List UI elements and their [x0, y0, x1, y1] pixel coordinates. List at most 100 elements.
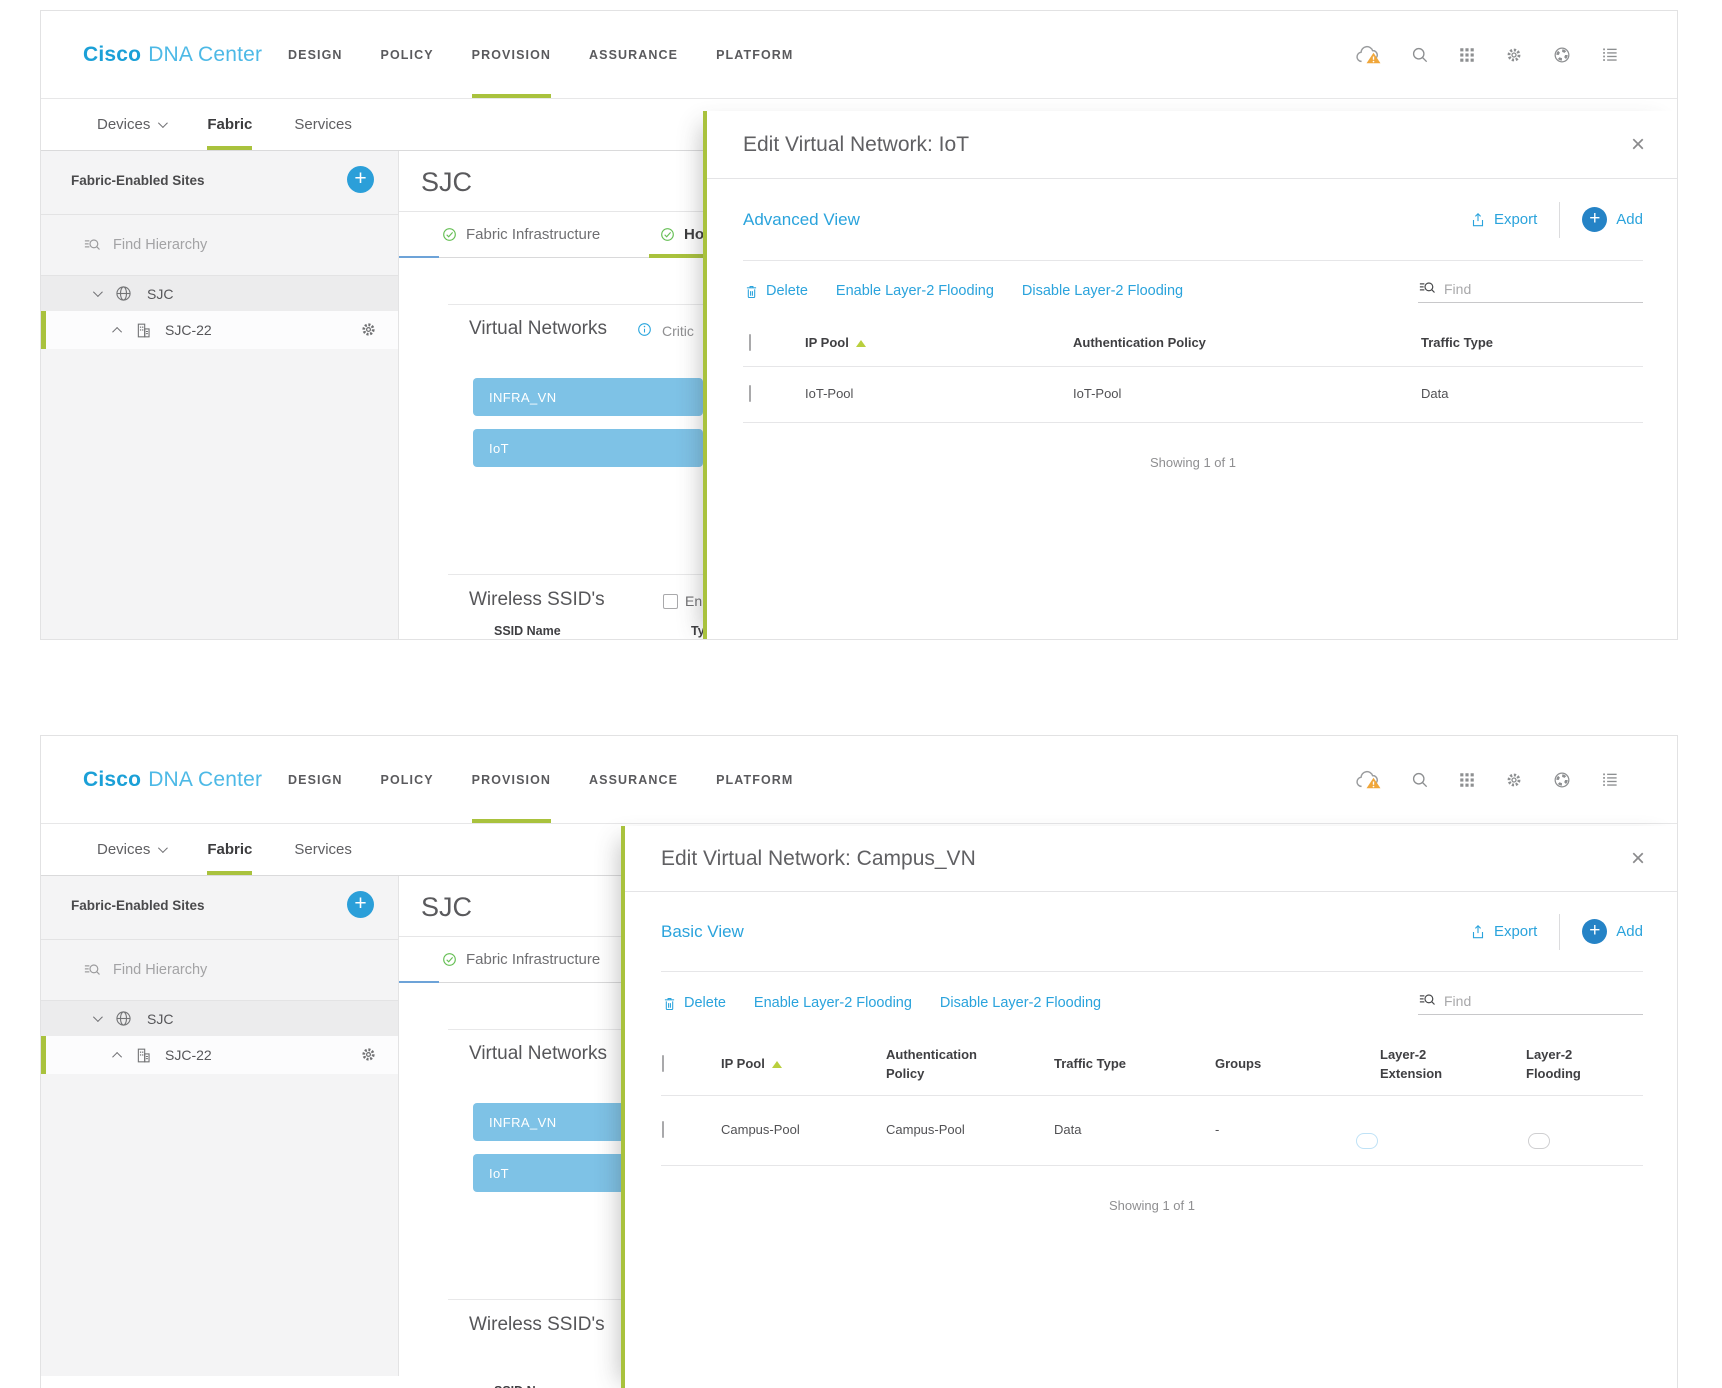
subnav-services[interactable]: Services	[294, 116, 352, 133]
chevron-up-icon[interactable]	[112, 1051, 123, 1062]
add-site-button[interactable]: +	[347, 166, 374, 193]
enable-l2-flooding-button[interactable]: Enable Layer-2 Flooding	[753, 995, 912, 1011]
find-hierarchy-input[interactable]	[113, 237, 333, 253]
app-grid-icon[interactable]	[1458, 771, 1476, 789]
tree-node-sjc-22[interactable]: SJC-22	[41, 311, 398, 349]
gear-icon[interactable]	[1504, 770, 1524, 790]
app-header: Cisco DNA Center DESIGN POLICY PROVISION…	[41, 736, 1677, 824]
close-icon[interactable]: ×	[1630, 844, 1645, 872]
tab-host-onboarding[interactable]: Ho	[659, 211, 704, 257]
site-globe-icon	[116, 286, 131, 301]
nav-design[interactable]: DESIGN	[288, 47, 343, 62]
add-site-button[interactable]: +	[347, 891, 374, 918]
table-header-row: IP Pool Authentication Policy Traffic Ty…	[743, 321, 1643, 367]
add-button[interactable]: + Add	[1582, 207, 1643, 232]
vn-button-infra-vn[interactable]: INFRA_VN	[473, 378, 703, 416]
tab-label: Ho	[684, 225, 704, 243]
row-checkbox[interactable]	[662, 1121, 664, 1139]
tree-node-sjc[interactable]: SJC	[41, 276, 398, 311]
screenshot-bottom: Cisco DNA Center DESIGN POLICY PROVISION…	[40, 735, 1678, 1388]
help-ring-icon[interactable]	[1552, 45, 1572, 65]
nav-assurance[interactable]: ASSURANCE	[589, 772, 679, 787]
subnav-devices[interactable]: Devices	[97, 99, 169, 150]
disable-l2-flooding-button[interactable]: Disable Layer-2 Flooding	[1021, 283, 1184, 299]
chevron-up-icon[interactable]	[112, 326, 123, 337]
col-label: Authentication Policy	[886, 1046, 977, 1081]
trash-icon	[664, 997, 675, 1010]
table-header-row: IP Pool Authentication Policy Traffic Ty…	[661, 1034, 1643, 1096]
hierarchy-search	[41, 940, 398, 1001]
nav-policy[interactable]: POLICY	[380, 772, 434, 787]
nav-assurance[interactable]: ASSURANCE	[589, 47, 679, 62]
nav-policy[interactable]: POLICY	[380, 47, 434, 62]
row-checkbox[interactable]	[749, 385, 751, 403]
disable-l2-flooding-button[interactable]: Disable Layer-2 Flooding	[939, 995, 1102, 1011]
chevron-down-icon[interactable]	[92, 1012, 103, 1023]
col-traffic-type[interactable]: Traffic Type	[1054, 1056, 1127, 1072]
tab-fabric-infrastructure[interactable]: Fabric Infrastructure	[441, 211, 600, 257]
export-button[interactable]: Export	[1469, 923, 1537, 941]
col-ip-pool[interactable]: IP Pool	[721, 1055, 886, 1074]
nav-platform[interactable]: PLATFORM	[716, 47, 794, 62]
brand-cisco: Cisco	[83, 767, 142, 791]
delete-button[interactable]: Delete	[661, 995, 726, 1012]
tab-fabric-infrastructure[interactable]: Fabric Infrastructure	[441, 936, 600, 982]
app-grid-icon[interactable]	[1458, 46, 1476, 64]
col-groups[interactable]: Groups	[1215, 1056, 1262, 1072]
tree-node-sjc[interactable]: SJC	[41, 1001, 398, 1036]
fabric-sites-sidebar: Fabric-Enabled Sites + SJC SJC-22	[41, 151, 399, 639]
export-button[interactable]: Export	[1469, 211, 1537, 229]
advanced-view-link[interactable]: Advanced View	[743, 209, 860, 229]
select-all-checkbox[interactable]	[662, 1055, 664, 1073]
col-auth-policy[interactable]: Authentication Policy	[886, 1046, 1054, 1084]
basic-view-link[interactable]: Basic View	[661, 921, 744, 941]
nav-platform[interactable]: PLATFORM	[716, 772, 794, 787]
search-icon[interactable]	[1410, 770, 1430, 790]
delete-button[interactable]: Delete	[743, 283, 808, 300]
activity-list-icon[interactable]	[1600, 45, 1619, 64]
help-ring-icon[interactable]	[1552, 770, 1572, 790]
table-find-field	[1418, 991, 1643, 1015]
cloud-warning-icon[interactable]	[1354, 44, 1382, 66]
site-gear-icon[interactable]	[359, 1045, 378, 1064]
enable-l2-flooding-button[interactable]: Enable Layer-2 Flooding	[835, 283, 994, 299]
site-page-title: SJC	[421, 892, 473, 922]
check-circle-icon	[661, 227, 674, 241]
delete-label: Delete	[766, 283, 808, 299]
ssid-type-column-header: Ty	[691, 624, 703, 638]
gear-icon[interactable]	[1504, 45, 1524, 65]
select-all-checkbox[interactable]	[749, 334, 751, 352]
col-auth-policy[interactable]: Authentication Policy	[1073, 335, 1206, 351]
tree-node-sjc-22[interactable]: SJC-22	[41, 1036, 398, 1074]
search-icon[interactable]	[1410, 45, 1430, 65]
find-filter-icon	[84, 239, 100, 250]
activity-list-icon[interactable]	[1600, 770, 1619, 789]
find-filter-icon	[1419, 994, 1435, 1005]
close-icon[interactable]: ×	[1630, 130, 1645, 158]
subnav-fabric[interactable]: Fabric	[207, 824, 253, 875]
table-actions-row: Delete Enable Layer-2 Flooding Disable L…	[743, 261, 1643, 321]
cloud-warning-icon[interactable]	[1354, 769, 1382, 791]
subnav-fabric[interactable]: Fabric	[207, 99, 253, 150]
col-traffic-type[interactable]: Traffic Type	[1421, 335, 1494, 351]
col-ip-pool[interactable]: IP Pool	[805, 334, 1073, 353]
add-button[interactable]: + Add	[1582, 919, 1643, 944]
chevron-down-icon[interactable]	[92, 287, 103, 298]
cell-auth-policy: Campus-Pool	[886, 1122, 965, 1138]
nav-provision[interactable]: PROVISION	[471, 11, 552, 98]
col-layer2-flooding[interactable]: Layer-2 Flooding	[1526, 1046, 1643, 1084]
col-layer2-extension[interactable]: Layer-2 Extension	[1380, 1046, 1526, 1084]
info-icon[interactable]	[636, 321, 653, 338]
find-hierarchy-input[interactable]	[113, 962, 333, 978]
tab-label: Fabric Infrastructure	[466, 225, 601, 243]
nav-design[interactable]: DESIGN	[288, 772, 343, 787]
enable-checkbox[interactable]	[663, 593, 678, 609]
find-input[interactable]	[1444, 281, 1594, 297]
site-gear-icon[interactable]	[359, 320, 378, 339]
subnav-services[interactable]: Services	[294, 841, 352, 858]
subnav-devices[interactable]: Devices	[97, 824, 169, 875]
find-input[interactable]	[1444, 993, 1594, 1009]
vn-button-iot[interactable]: IoT	[473, 429, 703, 467]
fabric-sites-sidebar: Fabric-Enabled Sites + SJC SJC-22	[41, 876, 399, 1376]
nav-provision[interactable]: PROVISION	[471, 736, 552, 823]
